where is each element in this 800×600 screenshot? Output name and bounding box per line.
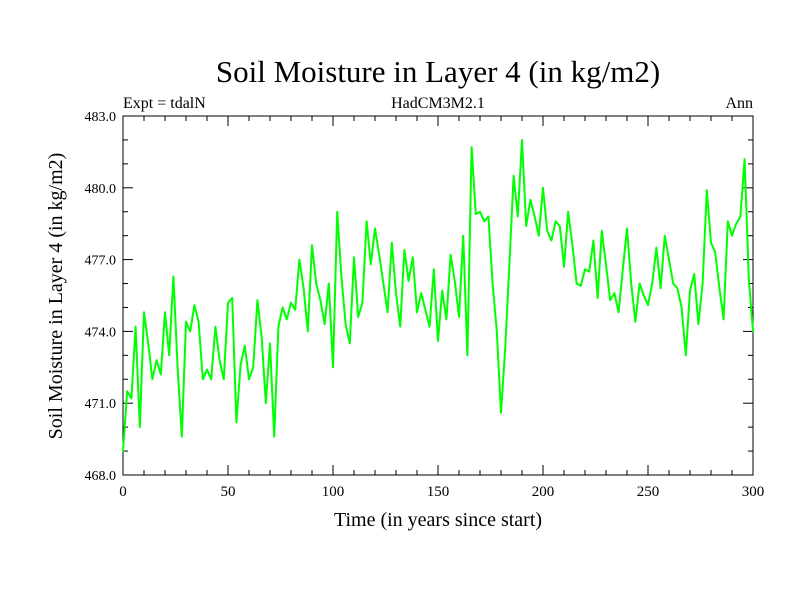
y-tick-label: 471.0: [85, 397, 117, 412]
plot-layer: 0 50 100 150 200 250 300 468.0 471.0 474.0 477.0 48…: [85, 110, 765, 500]
experiment-label: Expt = tdalN: [123, 95, 206, 112]
y-tick-label: 480.0: [85, 182, 117, 197]
y-tick-label: 483.0: [85, 110, 117, 125]
x-tick-label: 200: [532, 484, 555, 500]
y-tick-label: 468.0: [85, 469, 117, 484]
x-axis-label: Time (in years since start): [334, 509, 542, 531]
x-tick-label: 250: [637, 484, 660, 500]
x-tick-label: 0: [119, 484, 127, 500]
y-tick-label: 474.0: [85, 325, 117, 340]
chart-title: Soil Moisture in Layer 4 (in kg/m2): [216, 54, 660, 89]
x-tick-label: 50: [221, 484, 236, 500]
x-tick-label: 100: [322, 484, 345, 500]
model-label: HadCM3M2.1: [391, 95, 485, 112]
y-tick-label: 477.0: [85, 254, 117, 269]
series-line: [122, 138, 754, 453]
y-axis-label: Soil Moisture in Layer 4 (in kg/m2): [45, 153, 67, 440]
x-tick-label: 300: [742, 484, 765, 500]
x-tick-label: 150: [427, 484, 450, 500]
period-label: Ann: [725, 95, 753, 112]
